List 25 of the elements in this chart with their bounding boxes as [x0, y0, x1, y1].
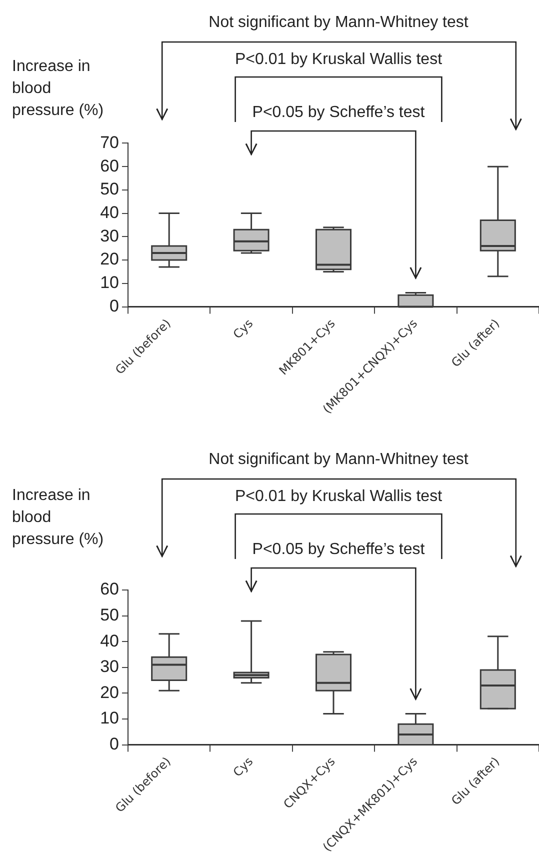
y-tick-label: 0 — [110, 734, 119, 754]
y-axis-title: Increase in blood pressure (%) — [12, 57, 105, 121]
y-tick-label: 10 — [100, 273, 119, 292]
y-tick-label: 60 — [100, 156, 119, 176]
y-tick-label: 40 — [100, 202, 119, 222]
text: P<0.05 by Scheffe’s test — [252, 540, 425, 560]
y-tick-label: 50 — [100, 605, 119, 624]
x-tick-label: Cys — [230, 316, 256, 342]
text: P<0.01 by Kruskal Wallis test — [234, 487, 442, 507]
y-tick-label: 40 — [100, 631, 119, 650]
y-tick-label: 0 — [110, 296, 119, 316]
y-tick-label: 70 — [100, 132, 119, 152]
text: P<0.05 by Scheffe’s test — [252, 103, 425, 123]
text: Not significant by Mann-Whitney test — [208, 13, 468, 33]
y-tick-label: 30 — [100, 226, 119, 246]
text: P<0.01 by Kruskal Wallis test — [234, 50, 442, 70]
y-tick-label: 50 — [100, 180, 119, 199]
y-tick-label: 20 — [100, 250, 119, 269]
y-axis-title: Increase in blood pressure (%) — [12, 486, 105, 550]
y-tick-label: 20 — [100, 682, 119, 702]
x-tick-label: Cys — [230, 754, 256, 780]
y-tick-label: 10 — [100, 708, 119, 728]
y-tick-label: 30 — [100, 657, 119, 676]
text: Not significant by Mann-Whitney test — [208, 450, 468, 470]
y-tick-label: 60 — [100, 580, 119, 599]
